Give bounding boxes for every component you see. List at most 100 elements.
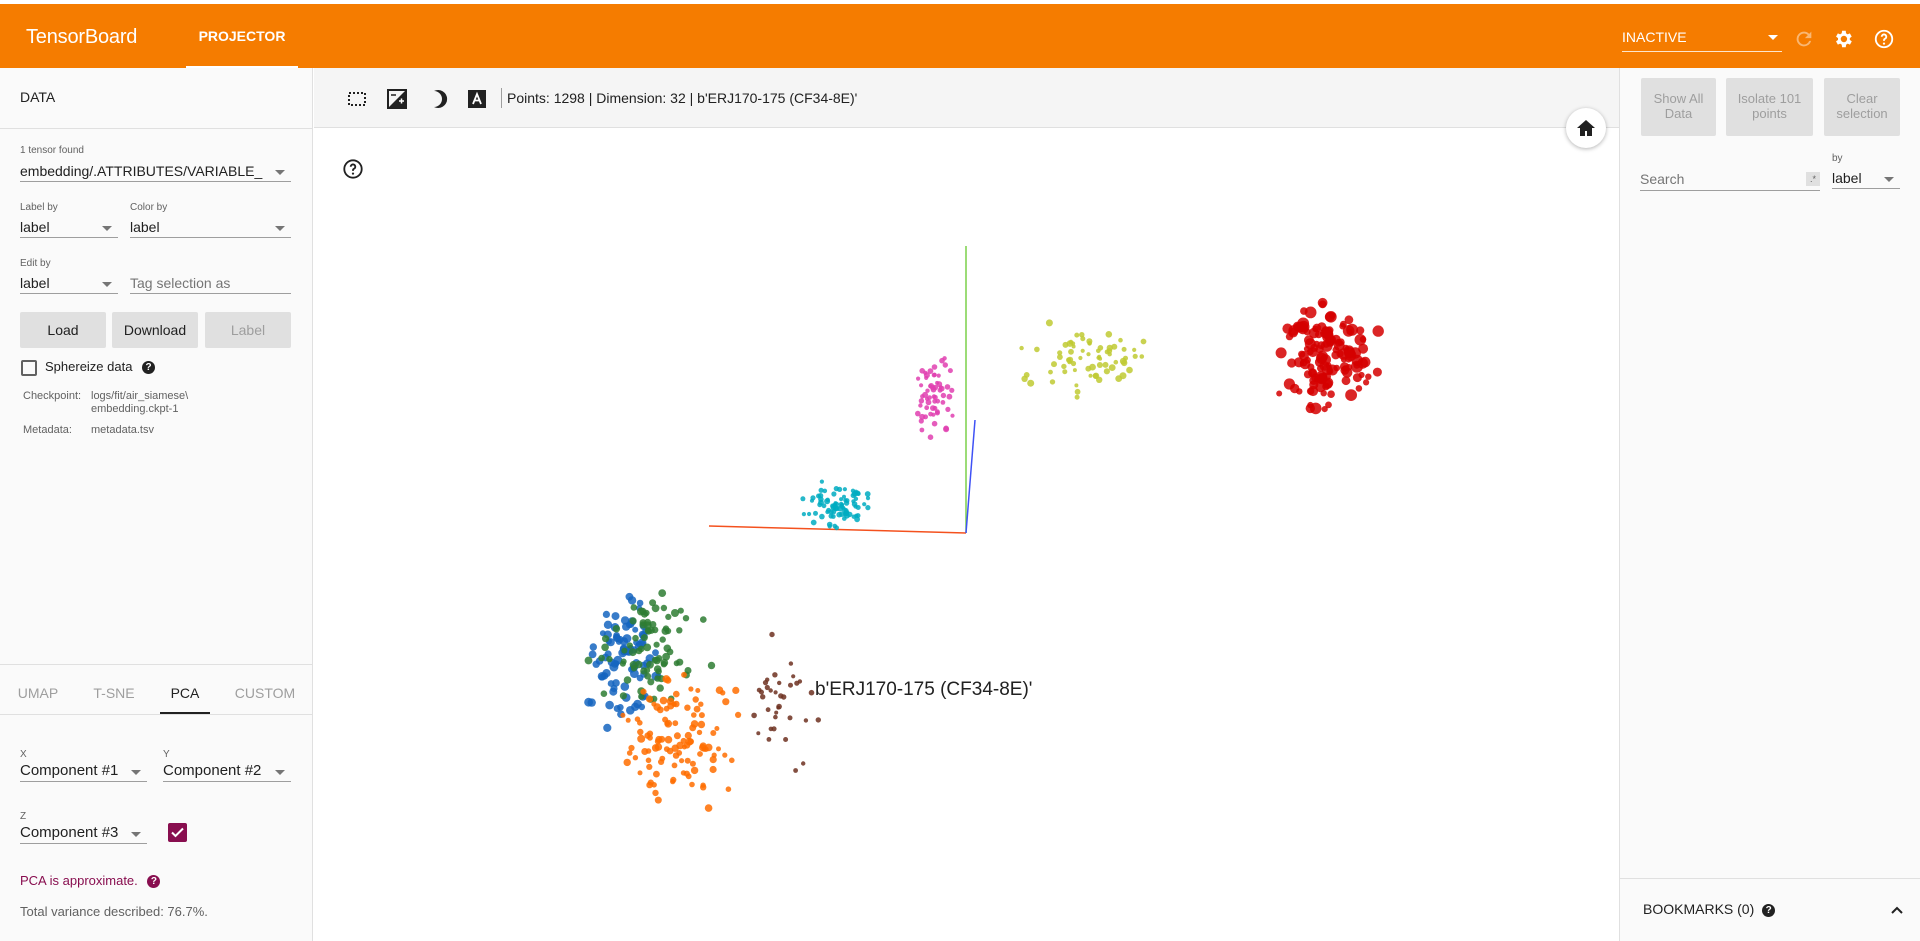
- embedding-point[interactable]: [589, 643, 597, 651]
- embedding-point[interactable]: [653, 703, 661, 711]
- embedding-point[interactable]: [1359, 336, 1367, 343]
- help-icon[interactable]: ?: [142, 361, 156, 375]
- embedding-point[interactable]: [865, 496, 871, 501]
- embedding-point[interactable]: [700, 616, 707, 623]
- embedding-point[interactable]: [672, 720, 679, 727]
- embedding-point[interactable]: [676, 627, 683, 634]
- embedding-point[interactable]: [808, 689, 815, 696]
- embedding-point[interactable]: [1344, 315, 1354, 325]
- embedding-point[interactable]: [690, 766, 699, 775]
- embedding-point[interactable]: [1108, 364, 1116, 371]
- embedding-point[interactable]: [1068, 348, 1074, 355]
- embedding-point[interactable]: [691, 712, 697, 718]
- embedding-point[interactable]: [927, 434, 934, 441]
- embedding-point[interactable]: [1062, 369, 1068, 375]
- embedding-point[interactable]: [1320, 390, 1327, 397]
- embedding-point[interactable]: [773, 714, 778, 720]
- embedding-point[interactable]: [673, 690, 680, 698]
- embedding-point[interactable]: [1078, 355, 1083, 361]
- embedding-point[interactable]: [916, 376, 921, 381]
- embedding-point[interactable]: [1057, 354, 1063, 360]
- embedding-point[interactable]: [606, 655, 613, 663]
- embedding-point[interactable]: [1097, 354, 1102, 359]
- embedding-point[interactable]: [1333, 364, 1340, 372]
- embedding-point[interactable]: [725, 786, 732, 792]
- embedding-point[interactable]: [862, 502, 867, 507]
- embedding-point[interactable]: [673, 660, 680, 667]
- help-icon[interactable]: ?: [1762, 903, 1776, 917]
- embedding-point[interactable]: [1321, 326, 1330, 334]
- embedding-point[interactable]: [1329, 312, 1336, 319]
- download-button[interactable]: Download: [112, 312, 198, 348]
- embedding-point[interactable]: [1297, 320, 1310, 333]
- embedding-point[interactable]: [778, 693, 784, 699]
- embedding-point[interactable]: [836, 511, 842, 518]
- embedding-point[interactable]: [1275, 347, 1287, 359]
- embedding-point[interactable]: [698, 701, 704, 707]
- embedding-point[interactable]: [1103, 368, 1110, 375]
- z-component-select[interactable]: Component #3: [20, 822, 147, 844]
- embedding-point[interactable]: [831, 491, 837, 497]
- embedding-point[interactable]: [688, 686, 694, 692]
- embedding-point[interactable]: [949, 387, 955, 393]
- embedding-point[interactable]: [766, 737, 772, 742]
- embedding-point[interactable]: [756, 731, 761, 736]
- embedding-point[interactable]: [1111, 343, 1118, 350]
- embedding-point[interactable]: [1057, 350, 1063, 356]
- embedding-point[interactable]: [661, 627, 670, 635]
- embedding-point[interactable]: [722, 752, 728, 758]
- embedding-point[interactable]: [864, 491, 871, 497]
- embedding-point[interactable]: [652, 649, 659, 657]
- embedding-point[interactable]: [928, 411, 933, 417]
- embedding-point[interactable]: [915, 410, 921, 417]
- tab-custom[interactable]: CUSTOM: [234, 685, 296, 701]
- embedding-point[interactable]: [1140, 338, 1147, 345]
- embedding-point[interactable]: [1358, 371, 1365, 379]
- help-circle-icon[interactable]: [342, 158, 364, 180]
- bookmarks-panel[interactable]: BOOKMARKS (0) ?: [1620, 878, 1920, 941]
- embedding-point[interactable]: [611, 612, 620, 621]
- embedding-point[interactable]: [1372, 367, 1382, 377]
- embedding-point[interactable]: [672, 752, 680, 759]
- embedding-point[interactable]: [685, 773, 692, 780]
- embedding-point[interactable]: [598, 654, 605, 662]
- embedding-point[interactable]: [817, 493, 824, 499]
- embedding-point[interactable]: [602, 635, 610, 643]
- embedding-point[interactable]: [695, 688, 701, 693]
- embedding-point[interactable]: [800, 496, 806, 502]
- embedding-point[interactable]: [651, 656, 659, 664]
- embedding-point[interactable]: [923, 372, 930, 379]
- label-by-select[interactable]: label: [20, 216, 118, 238]
- embedding-point[interactable]: [1102, 361, 1109, 368]
- embedding-point[interactable]: [931, 364, 938, 370]
- embedding-point[interactable]: [704, 743, 713, 752]
- embedding-point[interactable]: [768, 688, 773, 693]
- embedding-point[interactable]: [1304, 335, 1314, 346]
- embedding-point[interactable]: [697, 720, 706, 729]
- regex-toggle[interactable]: .*: [1806, 172, 1820, 186]
- embedding-point[interactable]: [665, 613, 672, 621]
- embedding-point[interactable]: [649, 621, 657, 628]
- tab-pca[interactable]: PCA: [160, 672, 210, 714]
- embedding-point[interactable]: [947, 368, 953, 374]
- embedding-point[interactable]: [643, 643, 652, 652]
- embedding-point[interactable]: [1051, 361, 1057, 368]
- embedding-point[interactable]: [925, 396, 929, 401]
- embedding-point[interactable]: [1071, 341, 1076, 346]
- refresh-icon[interactable]: [1793, 28, 1815, 50]
- embedding-point[interactable]: [1304, 306, 1317, 319]
- embedding-point[interactable]: [1088, 373, 1093, 378]
- embedding-point[interactable]: [777, 680, 782, 686]
- embedding-point[interactable]: [1080, 348, 1085, 353]
- embedding-point[interactable]: [654, 796, 662, 804]
- embedding-point[interactable]: [1285, 332, 1294, 341]
- embedding-point[interactable]: [1326, 367, 1334, 375]
- embedding-point[interactable]: [623, 758, 631, 767]
- embedding-point[interactable]: [617, 704, 624, 711]
- embedding-point[interactable]: [1045, 319, 1053, 327]
- embedding-point[interactable]: [839, 504, 844, 509]
- embedding-point[interactable]: [1290, 383, 1300, 394]
- embedding-point[interactable]: [722, 698, 730, 706]
- embedding-point[interactable]: [774, 710, 779, 715]
- color-by-select[interactable]: label: [130, 216, 291, 238]
